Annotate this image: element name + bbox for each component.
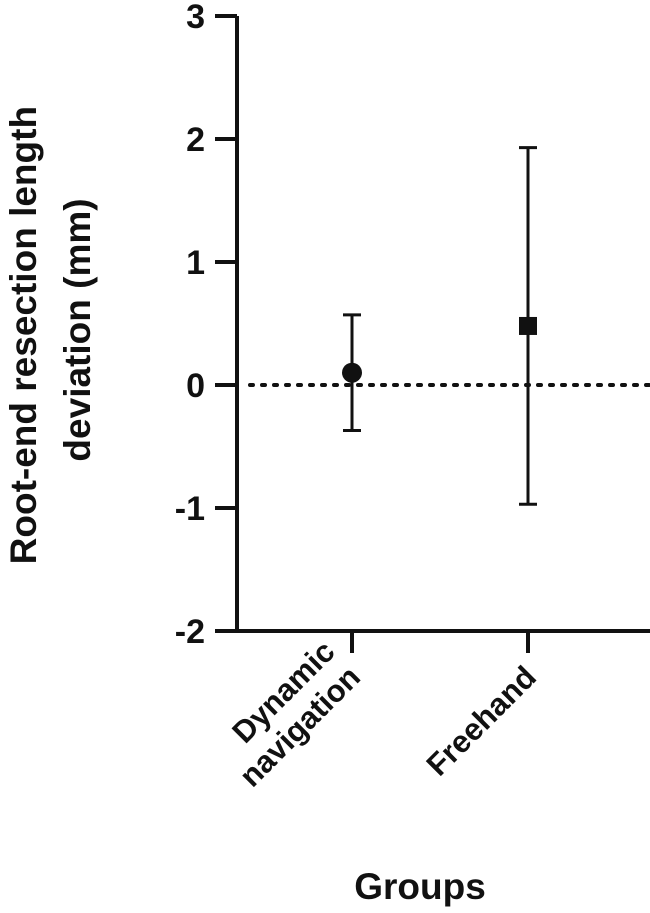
y-axis-title-line-1: Root-end resection length xyxy=(3,106,44,564)
y-axis-title: Root-end resection length deviation (mm) xyxy=(3,96,98,565)
x-tick-label-line: Freehand xyxy=(420,659,543,782)
x-ticks: Dynamicnavigation Freehand xyxy=(207,631,543,794)
y-tick-label: 3 xyxy=(186,0,205,36)
data-marks xyxy=(342,146,537,506)
x-tick-label: Freehand xyxy=(420,659,543,782)
y-tick-label: 1 xyxy=(186,244,205,282)
mean-marker-square xyxy=(519,316,537,335)
y-ticks: 3 2 1 0 -1 -2 xyxy=(175,0,237,651)
x-tick-label: Dynamicnavigation xyxy=(207,634,367,794)
y-tick-label: 2 xyxy=(186,121,205,159)
x-axis-title: Groups xyxy=(354,866,486,907)
mean-marker-circle xyxy=(342,362,362,383)
y-tick-label: -2 xyxy=(175,613,205,651)
y-tick-label: 0 xyxy=(186,367,205,405)
y-tick-label: -1 xyxy=(175,490,205,528)
y-axis-title-line-2: deviation (mm) xyxy=(57,198,98,461)
